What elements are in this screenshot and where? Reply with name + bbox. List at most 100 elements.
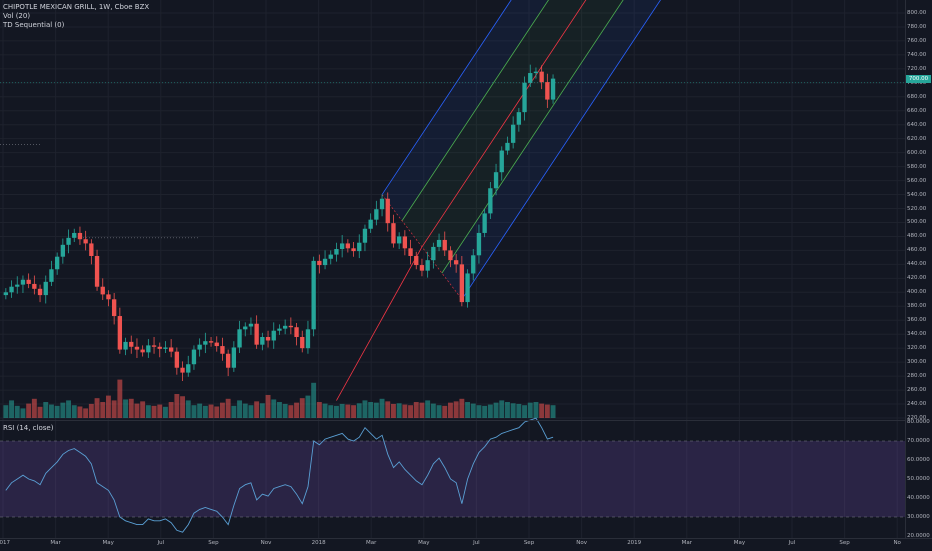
volume-bar xyxy=(83,408,89,418)
candle-body xyxy=(237,329,242,348)
volume-bar xyxy=(100,402,106,418)
volume-bar xyxy=(436,405,442,418)
volume-bar xyxy=(163,406,168,418)
volume-bar xyxy=(442,405,448,418)
price-pane-bg xyxy=(0,0,905,420)
volume-bar xyxy=(510,403,516,418)
volume-bar xyxy=(396,403,402,418)
candle-body xyxy=(72,232,77,238)
volume-bar xyxy=(368,402,374,418)
candle-body xyxy=(396,236,402,244)
volume-bar xyxy=(117,379,123,418)
pitchfork-group xyxy=(336,0,661,401)
price-tick-label: 540.00 xyxy=(907,191,927,198)
volume-bar xyxy=(71,405,77,418)
volume-bar xyxy=(214,406,220,418)
price-tick-label: 480.00 xyxy=(907,233,927,240)
td-sequential-label[interactable]: TD Sequential (0) xyxy=(3,21,65,29)
volume-bar xyxy=(373,402,379,418)
rsi-line xyxy=(5,417,554,533)
volume-bar xyxy=(77,406,83,418)
candle-body xyxy=(391,223,396,244)
volume-bar xyxy=(311,382,317,418)
symbol-title[interactable]: CHIPOTLE MEXICAN GRILL, 1W, Cboe BZX xyxy=(3,3,150,11)
candle-body xyxy=(265,336,271,341)
volume-bar xyxy=(185,400,191,418)
candle-body xyxy=(510,124,516,143)
candle-body xyxy=(168,347,174,352)
rsi-pane-bg xyxy=(0,421,905,538)
candle-body xyxy=(151,345,157,347)
volume-bar xyxy=(49,404,54,418)
rsi-tick-label: 30.0000 xyxy=(907,514,930,520)
candle-body xyxy=(197,344,202,350)
volume-bar xyxy=(145,405,151,418)
price-tick-label: 380.00 xyxy=(907,303,927,310)
rsi-tick-label: 20.0000 xyxy=(907,533,930,539)
candle-body xyxy=(516,112,522,125)
volume-bar xyxy=(402,404,408,418)
volume-bar xyxy=(259,403,265,418)
candle-body xyxy=(83,239,88,244)
candle-body xyxy=(402,236,408,249)
volume-bar xyxy=(208,404,214,418)
date-tick-label: Jul xyxy=(157,540,165,546)
price-tick-label: 620.00 xyxy=(907,135,927,142)
candle-body xyxy=(334,249,339,255)
candle-body xyxy=(385,198,390,224)
date-tick-label: Mar xyxy=(365,540,377,546)
volume-bar xyxy=(356,403,362,418)
volume-bar xyxy=(362,400,368,418)
pitchfork-lower-line xyxy=(461,0,661,300)
price-axis[interactable] xyxy=(905,0,932,538)
volume-bar xyxy=(505,402,510,418)
volume-bar xyxy=(26,403,32,418)
volume-bar xyxy=(288,405,294,418)
volume-bar xyxy=(391,403,396,418)
candle-body xyxy=(106,294,111,300)
volume-bar xyxy=(43,402,49,418)
volume-bar xyxy=(499,400,505,418)
price-tick-label: 760.00 xyxy=(907,37,927,44)
volume-bar xyxy=(248,405,254,418)
price-tick-label: 400.00 xyxy=(907,289,927,296)
candle-body xyxy=(20,279,26,285)
price-tick-label: 240.00 xyxy=(907,401,927,408)
volume-bar xyxy=(14,405,20,418)
volume-bar xyxy=(334,405,339,418)
volume-bar xyxy=(191,405,197,418)
pitchfork-zone-outer-top xyxy=(382,0,549,221)
time-axis[interactable] xyxy=(0,538,932,551)
volume-bar xyxy=(31,398,37,418)
volume-bar xyxy=(482,405,488,418)
volume-bars xyxy=(3,379,556,418)
volume-bar xyxy=(316,402,322,418)
rsi-tick-label: 60.0000 xyxy=(907,457,930,463)
volume-bar xyxy=(470,403,476,418)
volume-bar xyxy=(299,398,305,418)
candle-body xyxy=(539,71,544,83)
volume-bar xyxy=(448,402,453,418)
volume-bar xyxy=(151,405,157,418)
candle-body xyxy=(493,172,499,189)
date-tick-label: May xyxy=(102,540,114,546)
date-tick-label: May xyxy=(733,540,746,546)
candle-body xyxy=(305,329,311,349)
rsi-label[interactable]: RSI (14, close) xyxy=(3,424,54,432)
volume-bar xyxy=(385,401,391,418)
candle-body xyxy=(271,330,276,341)
volume-bar xyxy=(328,405,334,418)
rsi-tick-label: 50.0000 xyxy=(907,476,930,482)
volume-bar xyxy=(282,403,288,418)
candle-body xyxy=(482,213,487,233)
volume-indicator-label[interactable]: Vol (20) xyxy=(3,12,31,20)
volume-bar xyxy=(277,402,282,418)
candles xyxy=(3,64,556,381)
volume-bar xyxy=(459,398,465,418)
volume-bar xyxy=(134,403,140,418)
volume-bar xyxy=(9,400,14,418)
pane-separator[interactable] xyxy=(0,420,905,421)
candle-body xyxy=(111,299,117,317)
